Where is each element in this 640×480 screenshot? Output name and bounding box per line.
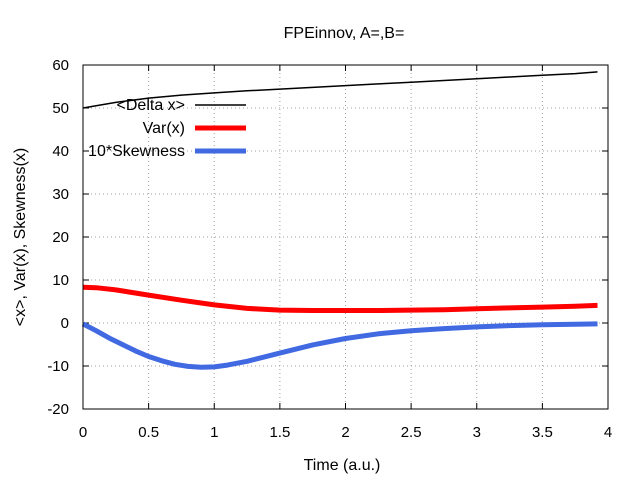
x-tick-label: 0 <box>79 424 87 441</box>
y-axis-label: <x>, Var(x), Skewness(x) <box>12 148 29 326</box>
x-tick-label: 1.5 <box>269 424 290 441</box>
series-line-1 <box>82 71 598 109</box>
x-tick-label: 2 <box>341 424 349 441</box>
series-line-3 <box>81 321 598 370</box>
y-tick-label: 30 <box>52 186 69 203</box>
y-tick-label: 10 <box>52 272 69 289</box>
x-axis-label: Time (a.u.) <box>304 457 381 474</box>
x-tick-label: 0.5 <box>138 424 159 441</box>
legend-entry-label: <Delta x> <box>117 97 185 114</box>
y-tick-label: 60 <box>52 57 69 74</box>
series-layer <box>81 71 598 370</box>
legend: <Delta x> Var(x) 10*Skewness <box>88 97 246 160</box>
y-tick-label: 20 <box>52 229 69 246</box>
x-tick-label: 4 <box>604 424 612 441</box>
x-axis-ticks: 0 0.5 1 1.5 2 2.5 3 3.5 4 <box>79 65 612 441</box>
grid-lines <box>83 65 608 409</box>
y-tick-label: 40 <box>52 143 69 160</box>
chart-title: FPEinnov, A=,B= <box>284 25 405 42</box>
x-tick-label: 2.5 <box>401 424 422 441</box>
y-axis-ticks: -20 -10 0 10 20 30 40 50 60 <box>47 57 608 418</box>
y-tick-label: -20 <box>47 401 69 418</box>
x-tick-label: 3 <box>473 424 481 441</box>
x-tick-label: 1 <box>210 424 218 441</box>
y-tick-label: -10 <box>47 358 69 375</box>
legend-entry-label: Var(x) <box>143 120 185 137</box>
legend-entry-label: 10*Skewness <box>88 143 185 160</box>
x-tick-label: 3.5 <box>532 424 553 441</box>
y-tick-label: 0 <box>61 315 69 332</box>
y-tick-label: 50 <box>52 100 69 117</box>
series-line-2 <box>82 284 598 313</box>
plot-border <box>82 64 609 410</box>
